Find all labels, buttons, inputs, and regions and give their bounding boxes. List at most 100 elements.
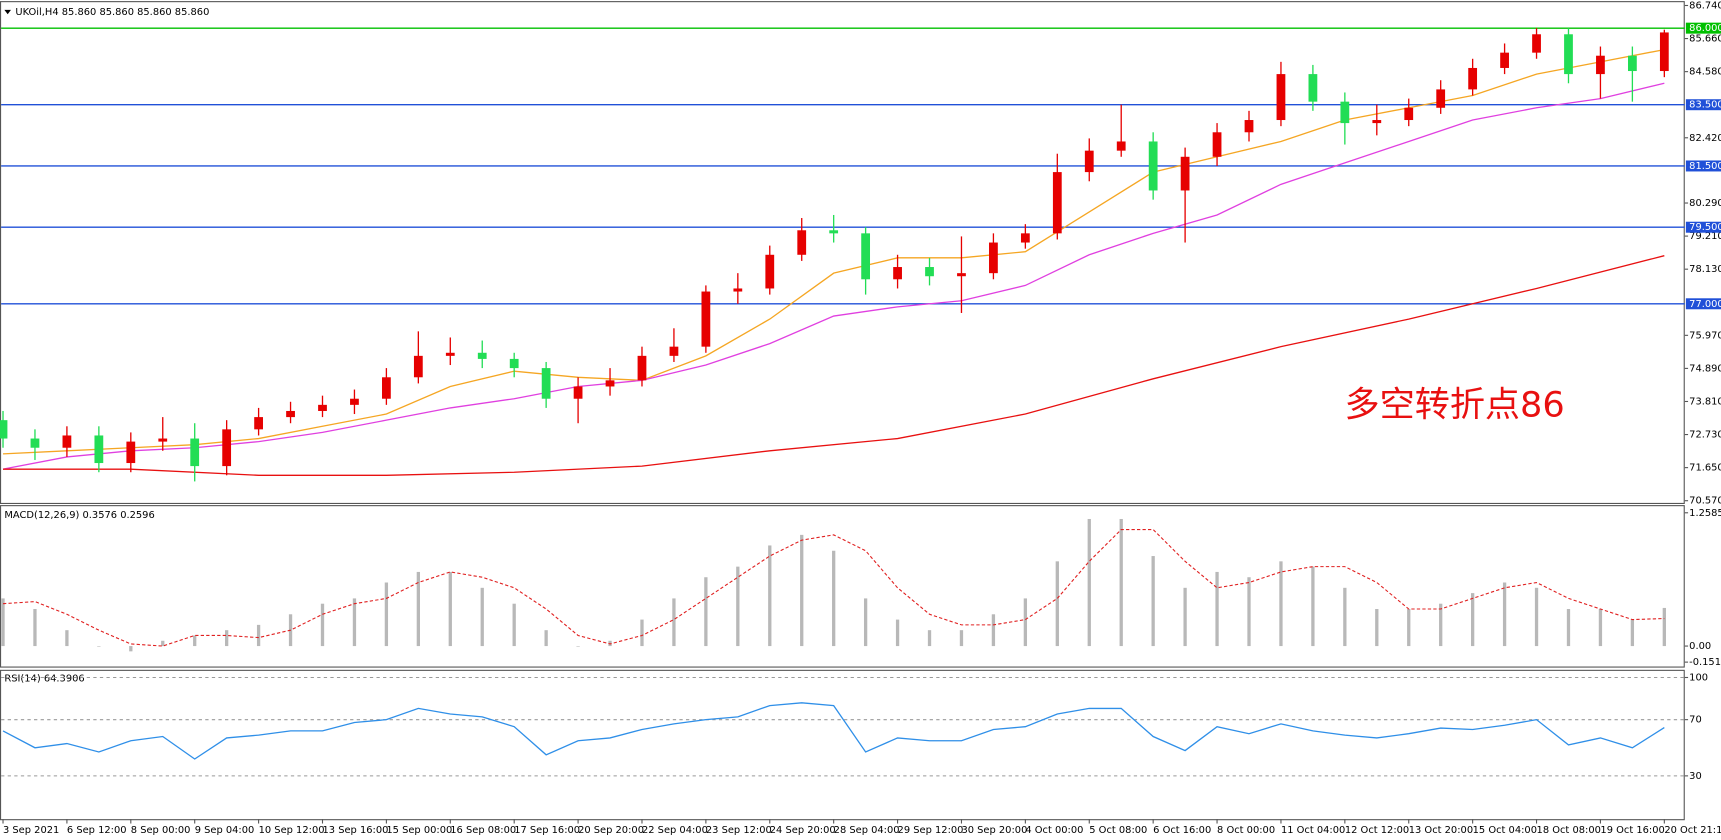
macd-bar [800, 534, 804, 647]
menu-triangle [4, 9, 11, 15]
candle-body [0, 420, 8, 439]
candle-body [30, 438, 40, 448]
candle-body [637, 355, 647, 381]
y-tick-label: 72.730 [1689, 430, 1721, 441]
y-tick-label: 85.660 [1689, 34, 1721, 45]
macd-bar [991, 614, 996, 647]
candle-body [254, 417, 263, 430]
rsi-line [2, 702, 1665, 760]
candle-body [445, 352, 455, 356]
x-tick-label: 15 Oct 04:00 [1473, 825, 1537, 836]
macd-bar [1023, 598, 1028, 647]
y-tick-label: -0.1516 [1689, 657, 1721, 668]
candle-body [797, 230, 807, 255]
y-tick-label: 82.420 [1689, 133, 1721, 144]
candle-body [126, 441, 136, 464]
x-tick-label: 10 Sep 12:00 [259, 825, 325, 836]
x-tick-label: 24 Sep 20:00 [770, 825, 836, 836]
annotation: 多空转折点86 [1345, 384, 1565, 425]
x-tick-label: 23 Sep 12:00 [706, 825, 772, 836]
candle-body [1532, 34, 1541, 53]
level-label-box [1685, 221, 1721, 233]
macd-bar [256, 624, 261, 647]
macd-bar [927, 630, 932, 647]
x-tick-label: 15 Sep 00:00 [386, 825, 452, 836]
level-label: 83.500 [1689, 100, 1721, 111]
macd-bar [225, 630, 229, 647]
candle-body [190, 438, 200, 467]
macd-bar [1343, 587, 1347, 647]
macd-bar [480, 587, 484, 647]
candle-body [382, 377, 391, 399]
macd-bar [129, 646, 133, 652]
macd-bar [1215, 571, 1219, 647]
y-tick-label: 1.2585 [1689, 508, 1721, 519]
price-pane [0, 1, 1685, 505]
y-tick-label: 30 [1689, 771, 1702, 782]
macd-bar [448, 571, 452, 647]
macd-bar [1470, 593, 1475, 647]
y-tick-label: 80.290 [1689, 198, 1721, 209]
macd-bar [1598, 608, 1603, 647]
x-tick-label: 20 Sep 20:00 [578, 825, 644, 836]
macd-bar [97, 646, 101, 647]
macd-bar [1151, 556, 1155, 647]
candle-body [1308, 74, 1318, 102]
level-label-box [1685, 99, 1721, 111]
level-label: 86.000 [1689, 23, 1721, 34]
candle-body [477, 352, 487, 359]
x-tick-label: 3 Sep 2021 [3, 825, 59, 836]
macd-bar [1247, 577, 1251, 647]
y-tick-label: 78.130 [1689, 264, 1721, 275]
rsi-title: RSI(14) 64.3906 [4, 674, 84, 685]
moving-average [2, 82, 1665, 470]
macd-bar [1087, 518, 1091, 647]
candle-body [1244, 120, 1254, 133]
candle-body [1372, 120, 1382, 124]
y-tick-label: 100 [1689, 672, 1708, 683]
level-label: 79.500 [1689, 222, 1721, 233]
candle-body [94, 435, 104, 464]
macd-bar [1534, 587, 1539, 647]
macd-bar [1055, 561, 1059, 647]
macd-bar [1439, 603, 1443, 647]
candle-body [1404, 107, 1414, 121]
y-tick-label: 0.00 [1689, 641, 1711, 652]
candle-body [413, 355, 423, 378]
level-label-box [1685, 160, 1721, 172]
macd-title: MACD(12,26,9) 0.3576 0.2596 [4, 510, 154, 521]
candle-body [318, 404, 327, 411]
candle-body [1627, 55, 1637, 72]
candle-body [1436, 89, 1446, 108]
level-label-box [1685, 22, 1721, 34]
macd-bar [416, 571, 420, 647]
candle-body [925, 267, 934, 277]
candle-body [541, 368, 551, 399]
candle-body [605, 380, 615, 387]
macd-bar [1502, 582, 1507, 647]
candle-body [829, 230, 839, 234]
candle-body [957, 273, 966, 277]
macd-bar [1279, 561, 1283, 647]
candle-body [1340, 101, 1350, 124]
y-tick-label: 70 [1689, 715, 1702, 726]
signal-line [2, 529, 1665, 647]
candle-body [286, 410, 295, 418]
x-tick-label: 17 Sep 16:00 [514, 825, 580, 836]
candle-body [1596, 55, 1605, 75]
x-tick-label: 16 Sep 08:00 [450, 825, 516, 836]
candle-body [1212, 132, 1222, 157]
macd-bar [33, 608, 37, 647]
macd-bar [193, 635, 197, 647]
macd-bar [1662, 607, 1666, 647]
candle-body [62, 435, 72, 448]
macd-bar [1, 598, 5, 647]
candle-body [158, 438, 168, 442]
x-tick-label: 20 Oct 21:15 [1664, 825, 1721, 836]
macd-bar [1311, 566, 1315, 647]
macd-bar [544, 630, 548, 647]
candle-body [701, 291, 711, 347]
candle-body [733, 288, 743, 292]
x-tick-label: 22 Sep 04:00 [642, 825, 708, 836]
